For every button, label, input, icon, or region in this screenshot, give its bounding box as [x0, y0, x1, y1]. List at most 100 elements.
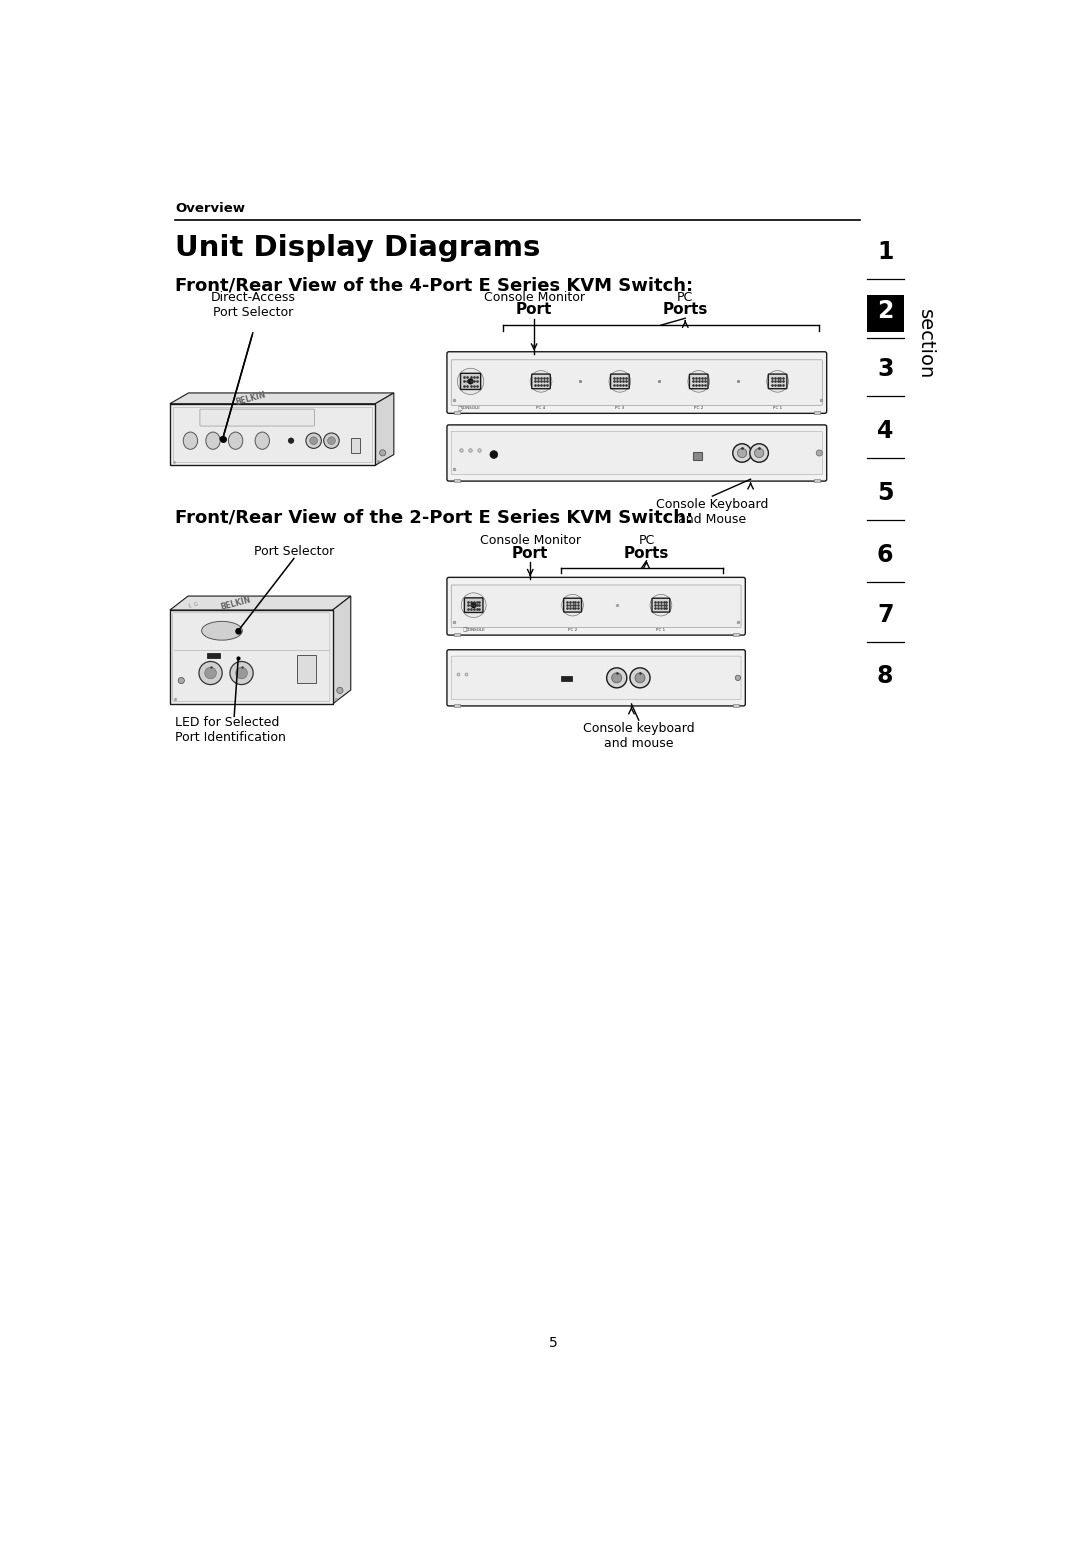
- Text: PC 1: PC 1: [773, 407, 782, 410]
- Circle shape: [530, 370, 552, 392]
- FancyBboxPatch shape: [464, 598, 483, 612]
- Text: 5: 5: [877, 481, 893, 506]
- Text: Port Selector: Port Selector: [254, 544, 334, 558]
- Polygon shape: [173, 407, 373, 463]
- Circle shape: [468, 378, 474, 384]
- Text: Console Keyboard
and Mouse: Console Keyboard and Mouse: [657, 498, 769, 526]
- Text: section: section: [916, 310, 935, 379]
- Circle shape: [199, 662, 222, 685]
- Bar: [732, 634, 739, 637]
- FancyBboxPatch shape: [768, 375, 787, 389]
- Circle shape: [324, 433, 339, 449]
- Circle shape: [750, 444, 768, 463]
- Circle shape: [306, 433, 322, 449]
- FancyBboxPatch shape: [610, 375, 630, 389]
- Circle shape: [327, 436, 335, 444]
- Circle shape: [735, 675, 741, 680]
- FancyBboxPatch shape: [531, 375, 551, 389]
- Polygon shape: [170, 611, 333, 705]
- Circle shape: [562, 594, 583, 615]
- Circle shape: [461, 592, 486, 617]
- Circle shape: [379, 450, 386, 456]
- FancyBboxPatch shape: [200, 409, 314, 426]
- Circle shape: [288, 438, 294, 444]
- Text: PC 3: PC 3: [616, 407, 624, 410]
- Text: Console keyboard
and mouse: Console keyboard and mouse: [583, 722, 694, 749]
- Circle shape: [635, 672, 645, 683]
- FancyBboxPatch shape: [447, 649, 745, 706]
- Text: Console Monitor: Console Monitor: [480, 534, 581, 547]
- Bar: [814, 480, 820, 483]
- FancyBboxPatch shape: [652, 598, 670, 612]
- Text: Front/Rear View of the 4-Port E Series KVM Switch:: Front/Rear View of the 4-Port E Series K…: [175, 276, 693, 295]
- Circle shape: [178, 677, 185, 683]
- Polygon shape: [170, 404, 375, 466]
- Text: 7: 7: [877, 603, 893, 628]
- FancyBboxPatch shape: [451, 657, 741, 700]
- Bar: [297, 655, 316, 683]
- Text: PC 1: PC 1: [657, 628, 665, 632]
- Bar: [561, 675, 571, 682]
- Text: Port: Port: [516, 302, 552, 318]
- Polygon shape: [375, 393, 394, 466]
- Circle shape: [458, 369, 484, 395]
- Circle shape: [490, 450, 498, 458]
- Text: PC: PC: [677, 290, 693, 304]
- Circle shape: [235, 628, 241, 634]
- Circle shape: [471, 601, 476, 608]
- FancyBboxPatch shape: [564, 598, 581, 612]
- Ellipse shape: [184, 432, 198, 449]
- Text: 8: 8: [877, 663, 893, 688]
- Text: 2: 2: [877, 299, 893, 324]
- Circle shape: [755, 449, 764, 458]
- Bar: [814, 412, 820, 415]
- Bar: [454, 412, 460, 415]
- Bar: [454, 480, 460, 483]
- FancyBboxPatch shape: [451, 359, 823, 406]
- Text: Port: Port: [512, 546, 549, 561]
- Circle shape: [738, 449, 746, 458]
- Ellipse shape: [228, 432, 243, 449]
- Circle shape: [767, 370, 788, 392]
- Circle shape: [219, 436, 225, 441]
- Text: 1: 1: [877, 241, 893, 264]
- Text: Direct-Access
Port Selector: Direct-Access Port Selector: [211, 291, 295, 319]
- Text: 6: 6: [877, 543, 893, 566]
- Polygon shape: [333, 597, 351, 705]
- Text: 1  G: 1 G: [188, 601, 199, 609]
- Circle shape: [607, 668, 626, 688]
- Text: Ports: Ports: [662, 302, 707, 318]
- FancyBboxPatch shape: [173, 612, 329, 702]
- Text: Unit Display Diagrams: Unit Display Diagrams: [175, 234, 541, 262]
- Bar: [693, 452, 702, 460]
- Text: LED for Selected
Port Identification: LED for Selected Port Identification: [175, 717, 286, 745]
- Circle shape: [816, 450, 823, 456]
- Circle shape: [650, 594, 672, 615]
- Circle shape: [630, 668, 650, 688]
- FancyBboxPatch shape: [451, 584, 741, 628]
- Bar: [351, 438, 360, 453]
- Bar: [866, 295, 904, 332]
- Circle shape: [688, 370, 710, 392]
- Ellipse shape: [202, 621, 242, 640]
- Bar: [454, 705, 460, 708]
- Circle shape: [205, 668, 216, 678]
- Ellipse shape: [255, 432, 270, 449]
- Text: CONSOLE: CONSOLE: [461, 407, 481, 410]
- Circle shape: [235, 668, 247, 678]
- Text: 5: 5: [549, 1335, 558, 1351]
- Bar: [454, 634, 460, 637]
- Circle shape: [337, 688, 343, 694]
- Text: BELKIN: BELKIN: [219, 595, 252, 612]
- Text: PC 2: PC 2: [568, 628, 577, 632]
- FancyBboxPatch shape: [447, 577, 745, 635]
- Circle shape: [609, 370, 631, 392]
- Text: □: □: [462, 628, 467, 632]
- Text: 4: 4: [877, 419, 893, 444]
- Text: PC 2: PC 2: [694, 407, 703, 410]
- Text: PC 4: PC 4: [537, 407, 545, 410]
- Text: Console Monitor: Console Monitor: [484, 290, 584, 304]
- Circle shape: [732, 444, 752, 463]
- Text: □: □: [458, 406, 462, 410]
- Circle shape: [611, 672, 622, 683]
